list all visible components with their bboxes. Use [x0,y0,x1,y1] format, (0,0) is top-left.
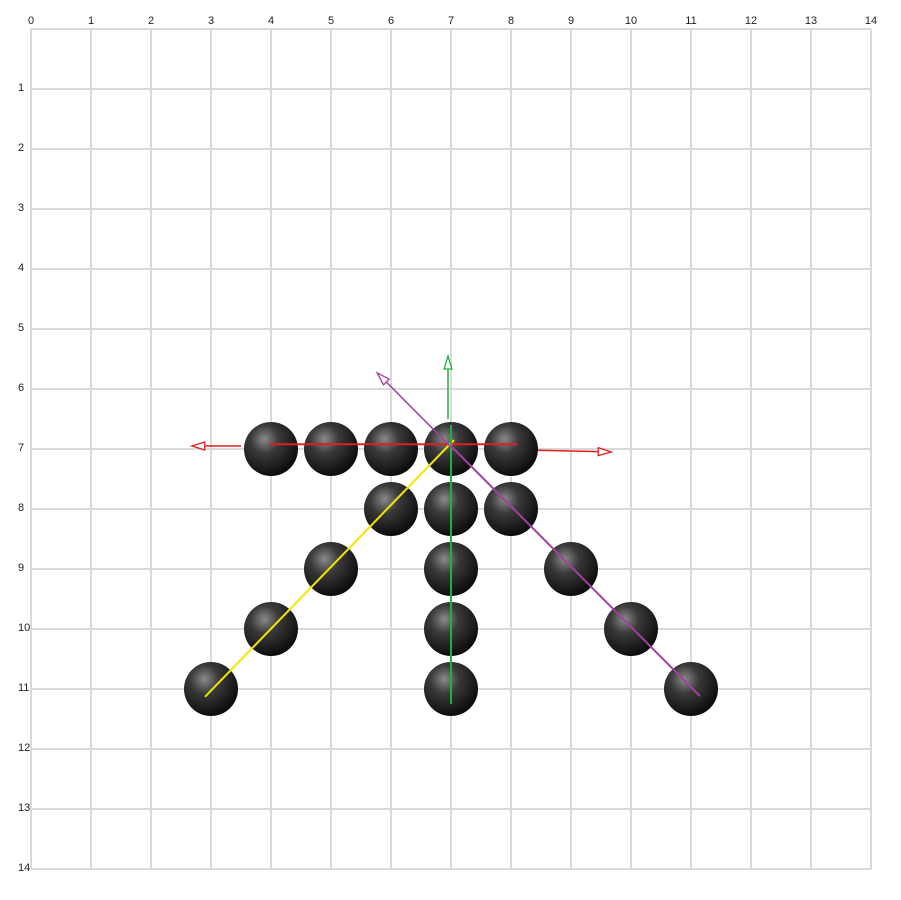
row-label: 3 [18,202,24,214]
purple-line [450,445,701,697]
row-label: 11 [18,682,29,694]
row-label: 1 [18,82,24,94]
black-stone[interactable] [604,602,658,656]
purple-up-left-arrow [375,371,455,451]
column-label: 4 [268,15,274,27]
black-stone[interactable] [544,542,598,596]
row-label: 14 [18,862,30,874]
row-label: 10 [18,622,30,634]
column-label: 9 [568,15,574,27]
column-label: 12 [745,15,757,27]
black-stone[interactable] [484,482,538,536]
row-label: 12 [18,742,30,754]
black-stone[interactable] [364,422,418,476]
column-label: 2 [148,15,154,27]
black-stone[interactable] [304,542,358,596]
column-label: 13 [805,15,817,27]
column-label: 14 [865,15,877,27]
black-stone[interactable] [364,482,418,536]
red-left-arrow [189,441,241,451]
row-label: 13 [18,802,30,814]
black-stone[interactable] [484,422,538,476]
column-label: 0 [28,15,34,27]
green-up-arrow [443,353,453,419]
column-label: 6 [388,15,394,27]
row-label: 7 [18,442,24,454]
row-label: 5 [18,322,24,334]
yellow-line [204,439,455,698]
column-label: 8 [508,15,514,27]
column-label: 3 [208,15,214,27]
black-stone[interactable] [664,662,718,716]
column-label: 11 [685,15,696,27]
column-label: 7 [448,15,454,27]
row-label: 9 [18,562,24,574]
column-label: 5 [328,15,334,27]
row-label: 6 [18,382,24,394]
row-label: 4 [18,262,24,274]
column-label: 1 [88,15,94,27]
black-stone[interactable] [304,422,358,476]
column-label: 10 [625,15,637,27]
stones-layer [184,422,718,716]
direction-arrows [189,353,614,457]
black-stone[interactable] [244,422,298,476]
row-label: 8 [18,502,24,514]
row-label: 2 [18,142,24,154]
direction-lines [204,425,701,704]
column-labels: 0 1 2 3 4 5 6 7 8 9 10 11 12 13 14 [28,15,877,27]
red-right-arrow [537,446,614,457]
